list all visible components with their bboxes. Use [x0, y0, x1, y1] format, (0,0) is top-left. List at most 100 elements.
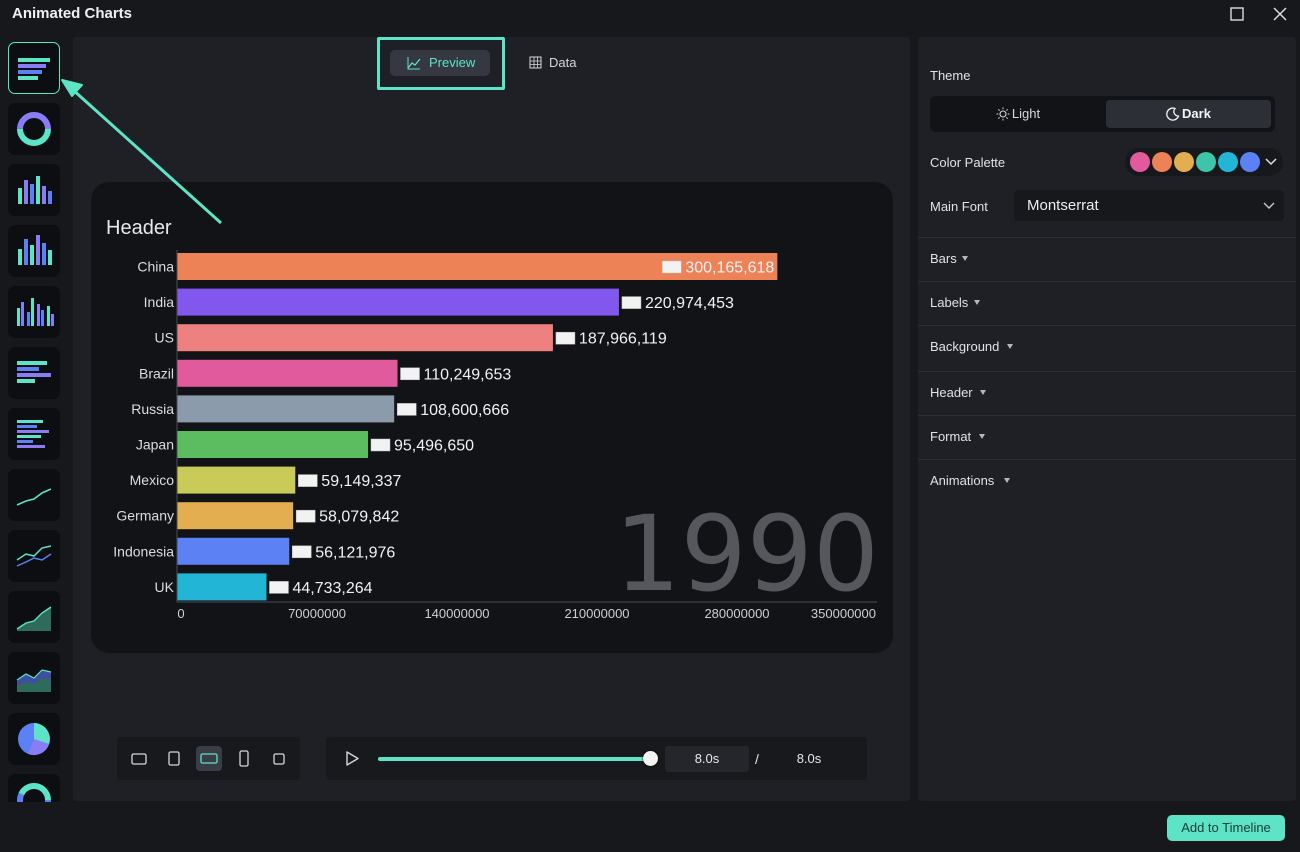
bar — [177, 324, 553, 352]
section-background-label: Background — [930, 339, 1000, 354]
section-header[interactable]: Header — [918, 371, 1296, 415]
theme-label: Theme — [930, 68, 971, 83]
palette-swatch — [1240, 152, 1260, 172]
caret-down-icon — [1004, 478, 1010, 483]
category-label: India — [144, 294, 175, 310]
preview-area: Preview Data Header 1990 China 300,165,61… — [73, 37, 910, 801]
play-icon[interactable] — [344, 750, 360, 767]
section-animations[interactable]: Animations — [918, 459, 1296, 503]
bar — [177, 466, 296, 494]
flag-icon — [298, 474, 318, 487]
donut-chart-icon — [17, 112, 51, 146]
square-ratio-icon — [273, 753, 285, 765]
progress-slider[interactable] — [378, 751, 658, 766]
title-bar: Animated Charts — [0, 0, 1300, 30]
chart-type-multi-line[interactable] — [8, 530, 60, 582]
chart-type-donut-2[interactable] — [8, 774, 60, 802]
color-palette-label: Color Palette — [930, 155, 1006, 170]
area-chart-icon — [16, 606, 52, 631]
value-label: 220,974,453 — [645, 295, 734, 312]
close-icon[interactable] — [1269, 4, 1291, 24]
bar — [177, 395, 395, 423]
theme-dark-option[interactable]: Dark — [1106, 100, 1271, 128]
category-label: Russia — [131, 401, 174, 417]
value-label: 59,149,337 — [321, 473, 401, 490]
value-label: 44,733,264 — [292, 580, 372, 597]
category-label: Indonesia — [113, 543, 174, 559]
x-tick-label: 350000000 — [811, 606, 876, 621]
chart-type-donut[interactable] — [8, 103, 60, 155]
year-watermark: 1990 — [614, 493, 879, 615]
chart-type-vertical-bar[interactable] — [8, 164, 60, 216]
tab-data[interactable]: Data — [523, 50, 593, 76]
chart-type-stacked-area[interactable] — [8, 652, 60, 704]
sun-icon — [996, 107, 1010, 121]
widescreen-ratio-icon — [200, 753, 218, 764]
ratio-tall-button[interactable] — [231, 746, 257, 771]
ratio-widescreen-button[interactable] — [196, 746, 222, 771]
ratio-landscape-button[interactable] — [126, 746, 152, 771]
theme-dark-label: Dark — [1182, 106, 1211, 121]
tab-data-label: Data — [549, 55, 577, 70]
chart-type-line[interactable] — [8, 469, 60, 521]
bar-race-chart: Header 1990 China 300,165,618 India 220,974… — [106, 217, 879, 621]
ratio-portrait-button[interactable] — [161, 746, 187, 771]
flag-icon — [291, 545, 312, 559]
flag-icon — [396, 403, 417, 416]
palette-swatch — [1174, 152, 1194, 172]
caret-down-icon — [979, 434, 985, 439]
category-label: UK — [155, 579, 175, 595]
chart-header: Header — [106, 217, 172, 239]
donut-chart-icon — [17, 783, 51, 802]
category-label: Germany — [116, 508, 174, 524]
palette-swatch — [1152, 152, 1172, 172]
chart-type-bar-race[interactable] — [8, 42, 60, 94]
theme-toggle: Light Dark — [930, 96, 1275, 132]
value-label: 58,079,842 — [319, 509, 399, 526]
category-label: US — [155, 330, 174, 346]
palette-swatch — [1218, 152, 1238, 172]
tab-preview-label: Preview — [429, 55, 476, 70]
chart-type-vertical-bar-2[interactable] — [8, 225, 60, 277]
chart-type-horizontal-bar[interactable] — [8, 347, 60, 399]
progress-knob[interactable] — [643, 751, 658, 766]
window-title: Animated Charts — [12, 5, 133, 22]
x-tick-label: 70000000 — [288, 606, 346, 621]
flag-icon — [662, 260, 682, 274]
theme-light-option[interactable]: Light — [934, 100, 1102, 128]
settings-panel: Theme Light Dark Color Palette Main Font… — [918, 37, 1296, 801]
color-palette-select[interactable] — [1125, 148, 1283, 176]
section-labels[interactable]: Labels — [918, 281, 1296, 325]
tab-preview[interactable]: Preview — [390, 50, 490, 76]
add-to-timeline-button[interactable]: Add to Timeline — [1167, 815, 1285, 841]
bar — [177, 573, 267, 601]
caret-down-icon — [974, 300, 980, 305]
grouped-bar-icon — [17, 298, 54, 326]
section-format[interactable]: Format — [918, 415, 1296, 459]
horizontal-bar-icon — [17, 420, 49, 448]
chart-card: Header 1990 China 300,165,618 India 220,974… — [91, 182, 893, 653]
category-label: China — [137, 259, 174, 275]
portrait-ratio-icon — [168, 751, 180, 766]
x-tick-label: 140000000 — [424, 606, 489, 621]
section-background[interactable]: Background — [918, 325, 1296, 369]
horizontal-bar-icon — [17, 361, 51, 383]
chart-type-pie[interactable] — [8, 713, 60, 765]
flag-icon — [295, 509, 316, 523]
section-animations-label: Animations — [930, 473, 995, 488]
section-bars[interactable]: Bars — [918, 237, 1296, 281]
main-font-select[interactable]: Montserrat — [1014, 190, 1284, 221]
maximize-icon[interactable] — [1226, 4, 1248, 24]
palette-swatch — [1130, 152, 1150, 172]
x-tick-label: 0 — [177, 606, 184, 621]
bar — [177, 537, 290, 565]
ratio-square-button[interactable] — [266, 746, 292, 771]
chart-type-horizontal-bar-2[interactable] — [8, 408, 60, 460]
flag-icon — [400, 367, 420, 381]
current-time-field[interactable]: 8.0s — [665, 746, 749, 772]
landscape-ratio-icon — [131, 753, 147, 765]
chart-type-grouped-bar[interactable] — [8, 286, 60, 338]
chart-type-area[interactable] — [8, 591, 60, 643]
main-font-label: Main Font — [930, 199, 988, 214]
section-bars-label: Bars — [930, 251, 957, 266]
